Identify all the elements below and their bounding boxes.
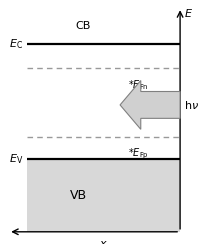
Polygon shape — [119, 81, 179, 129]
Text: h$\nu$: h$\nu$ — [183, 99, 198, 111]
Text: $E$: $E$ — [183, 7, 192, 19]
Text: $E_\mathrm{C}$: $E_\mathrm{C}$ — [9, 37, 23, 51]
Text: $x$: $x$ — [98, 239, 108, 244]
Text: $* E_\mathrm{Fn}$: $* E_\mathrm{Fn}$ — [128, 78, 148, 92]
Text: $* E_\mathrm{Fp}$: $* E_\mathrm{Fp}$ — [128, 146, 149, 161]
Text: VB: VB — [70, 189, 87, 202]
Bar — [27, 159, 179, 232]
Text: $E_\mathrm{V}$: $E_\mathrm{V}$ — [8, 152, 23, 165]
Text: CB: CB — [75, 21, 90, 30]
